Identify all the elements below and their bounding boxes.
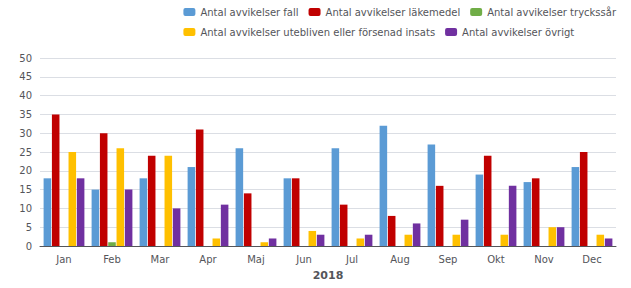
svg-text:Jan: Jan (55, 254, 71, 265)
svg-text:Nov: Nov (534, 254, 554, 265)
svg-text:Feb: Feb (103, 254, 121, 265)
svg-text:Antal avvikelser utebliven ell: Antal avvikelser utebliven eller försena… (200, 27, 435, 38)
svg-text:25: 25 (19, 147, 32, 158)
svg-text:15: 15 (19, 184, 32, 195)
svg-text:Dec: Dec (582, 254, 601, 265)
svg-text:Antal avvikelser tryckssår: Antal avvikelser tryckssår (487, 6, 617, 18)
svg-text:Antal avvikelser läkemedel: Antal avvikelser läkemedel (326, 7, 461, 18)
svg-text:2018: 2018 (313, 269, 344, 282)
svg-text:20: 20 (19, 165, 32, 176)
svg-text:45: 45 (19, 71, 32, 82)
svg-text:Sep: Sep (439, 254, 458, 265)
svg-text:Jun: Jun (295, 254, 312, 265)
svg-text:5: 5 (26, 222, 32, 233)
svg-text:35: 35 (19, 109, 32, 120)
svg-text:Aug: Aug (390, 254, 410, 265)
svg-text:Mar: Mar (151, 254, 171, 265)
svg-text:0: 0 (26, 241, 32, 252)
svg-text:Antal avvikelser fall: Antal avvikelser fall (200, 7, 298, 18)
svg-text:Jul: Jul (345, 254, 358, 265)
svg-text:10: 10 (19, 203, 32, 214)
svg-text:30: 30 (19, 128, 32, 139)
svg-text:Apr: Apr (199, 254, 217, 265)
svg-text:Antal avvikelser övrigt: Antal avvikelser övrigt (462, 27, 574, 38)
svg-text:50: 50 (19, 53, 32, 64)
svg-text:40: 40 (19, 90, 32, 101)
svg-text:Okt: Okt (487, 254, 505, 265)
svg-text:Maj: Maj (247, 254, 265, 265)
